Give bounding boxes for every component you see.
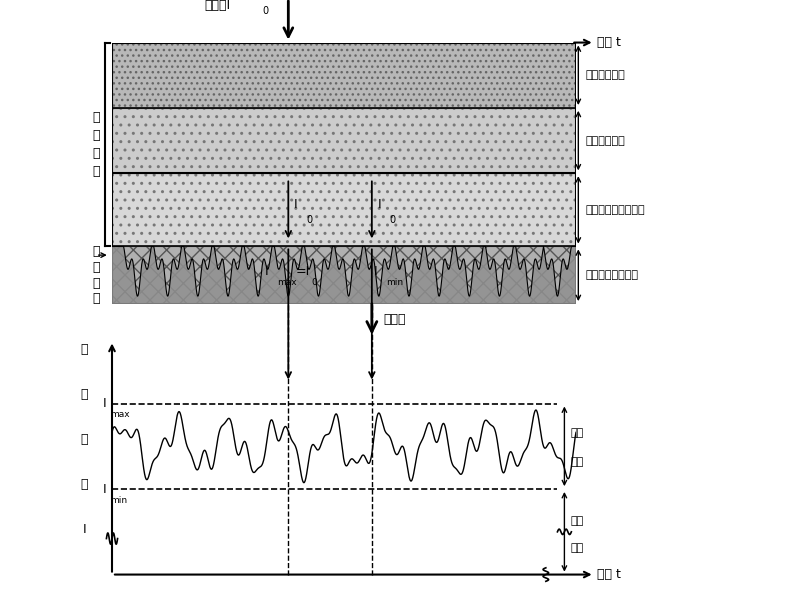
- Text: I: I: [374, 265, 378, 278]
- Text: I: I: [378, 198, 381, 211]
- Text: min: min: [386, 278, 403, 287]
- Text: 动: 动: [92, 245, 99, 258]
- Text: 态: 态: [92, 129, 99, 142]
- Text: 光: 光: [81, 433, 88, 446]
- Text: 射: 射: [81, 388, 88, 401]
- Text: 0: 0: [311, 278, 318, 287]
- Text: =I: =I: [295, 265, 310, 278]
- Text: 时间 t: 时间 t: [597, 568, 621, 581]
- Bar: [112, 246, 576, 304]
- Text: 组: 组: [92, 147, 99, 160]
- Text: I: I: [82, 523, 86, 536]
- Text: 脉动动脉血液吸收: 脉动动脉血液吸收: [586, 270, 638, 280]
- Text: 时间 t: 时间 t: [597, 36, 621, 49]
- Bar: [112, 43, 576, 108]
- Text: 组: 组: [92, 277, 99, 289]
- Bar: [112, 173, 576, 246]
- Text: I: I: [103, 483, 106, 496]
- Text: 出射光: 出射光: [384, 313, 406, 326]
- Text: 入射光I: 入射光I: [205, 0, 231, 12]
- Text: max: max: [277, 278, 296, 287]
- Text: 静: 静: [92, 111, 99, 123]
- Text: 动态: 动态: [570, 428, 584, 438]
- Text: I: I: [103, 397, 106, 410]
- Text: 其他组织吸收: 其他组织吸收: [586, 71, 625, 80]
- Text: 部分: 部分: [570, 542, 584, 553]
- Text: 部分: 部分: [570, 457, 584, 467]
- Text: 静脉血液吸收: 静脉血液吸收: [586, 136, 625, 145]
- Text: 静态: 静态: [570, 516, 584, 525]
- Text: 非脉动动脉血液吸收: 非脉动动脉血液吸收: [586, 205, 645, 215]
- Text: 态: 态: [92, 261, 99, 274]
- Text: max: max: [110, 410, 130, 420]
- Text: 出: 出: [81, 343, 88, 356]
- Text: I: I: [294, 198, 298, 211]
- Bar: [112, 108, 576, 173]
- Text: 0: 0: [390, 215, 395, 226]
- Text: I: I: [265, 265, 269, 278]
- Text: 0: 0: [262, 7, 269, 16]
- Text: 织: 织: [92, 165, 99, 179]
- Text: 0: 0: [306, 215, 312, 226]
- Text: 织: 织: [92, 292, 99, 305]
- Text: 强: 强: [81, 478, 88, 491]
- Text: min: min: [110, 496, 127, 505]
